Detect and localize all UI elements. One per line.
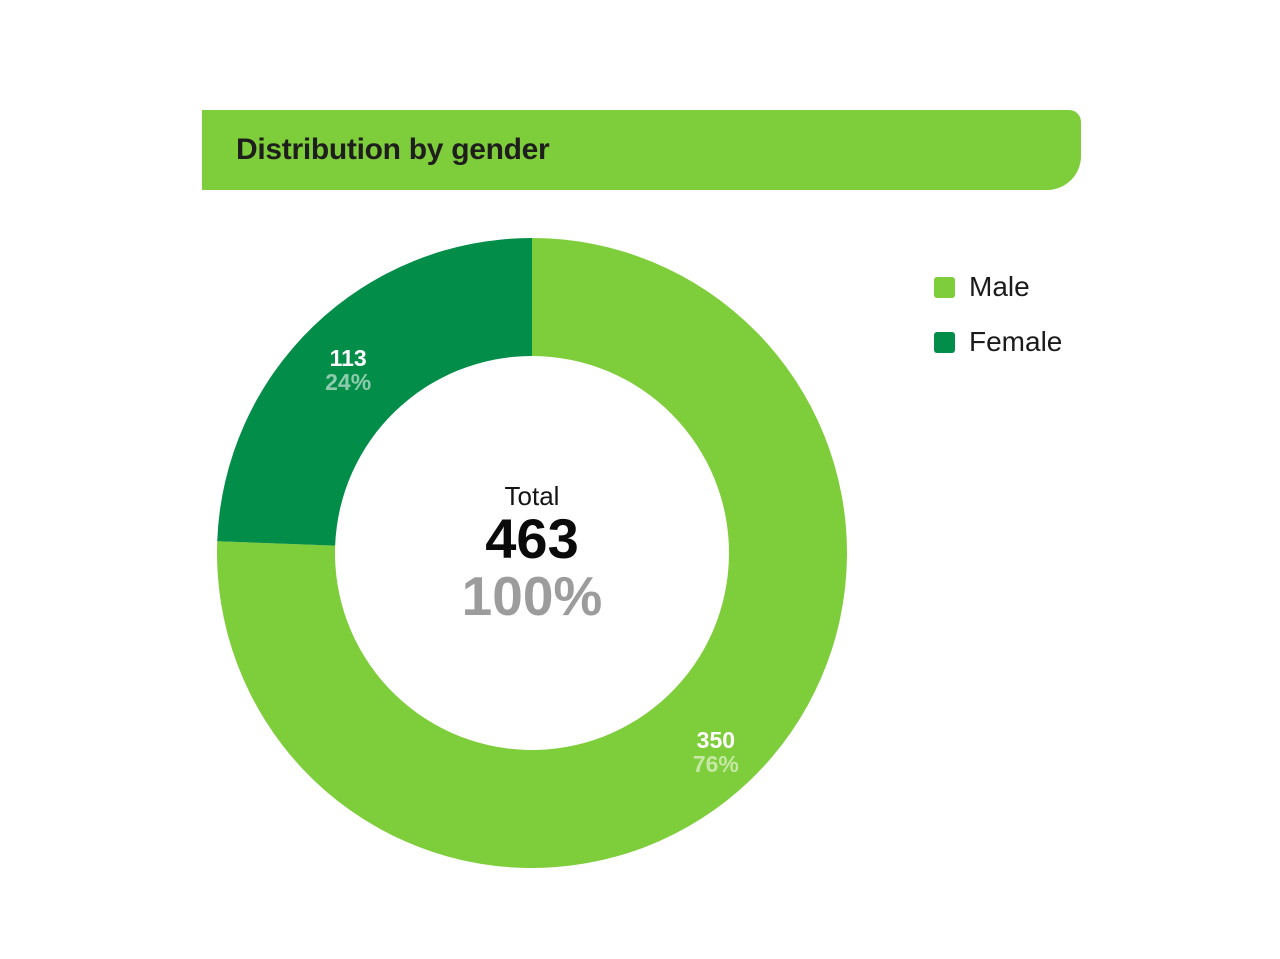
slice-value-label-male: 350 <box>697 727 735 753</box>
legend-item-female: Female <box>934 326 1062 358</box>
donut-center-value: 463 <box>485 507 579 570</box>
slice-value-label-female: 113 <box>330 345 367 371</box>
slice-percent-label-male: 76% <box>693 751 739 777</box>
donut-center-label: Total <box>504 481 560 511</box>
slice-percent-label-female: 24% <box>325 369 371 395</box>
page-title: Distribution by gender <box>236 133 550 166</box>
donut-slice-female <box>217 238 532 546</box>
legend-label-female: Female <box>969 326 1063 357</box>
male-swatch-icon <box>934 276 955 298</box>
donut-slice-male <box>217 238 848 868</box>
legend-item-male: Male <box>934 271 1062 303</box>
legend: Male Female <box>934 271 1062 358</box>
header-bar: Distribution by gender <box>202 110 1081 190</box>
legend-label-male: Male <box>969 271 1030 302</box>
female-swatch-icon <box>934 331 955 353</box>
donut-center: Total 463 100% <box>462 480 603 626</box>
donut-center-percent: 100% <box>461 565 603 627</box>
